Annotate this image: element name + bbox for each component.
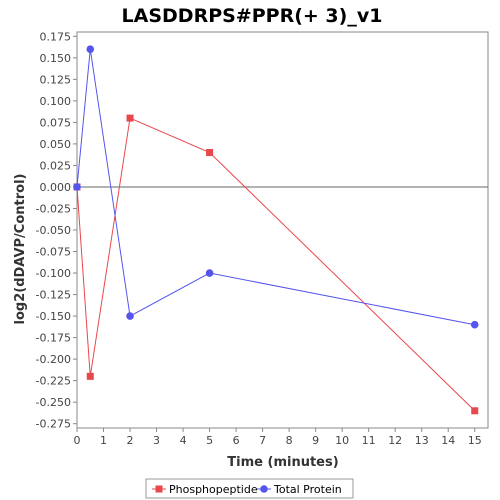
y-axis: 0.175 0.150 0.125 0.100 0.075 0.050 0.025 0.000… [36, 30, 77, 431]
series-layer [73, 45, 479, 415]
chart-title: LASDDRPS#PPR(+ 3)_v1 [122, 5, 383, 27]
y-tick-label: -0.050 [36, 224, 71, 237]
legend-item-total-protein: Total Protein [257, 483, 342, 496]
y-tick-label: -0.175 [36, 332, 71, 345]
x-tick-label: 6 [233, 434, 240, 447]
y-tick-label: -0.100 [36, 267, 71, 280]
x-axis: 0 1 2 3 4 5 6 7 8 9 10 11 12 13 14 15 [74, 428, 482, 447]
legend-box [145, 478, 354, 499]
x-tick-label: 1 [100, 434, 107, 447]
y-tick-label: -0.150 [36, 310, 71, 323]
data-point-phosphopeptide [86, 372, 94, 380]
y-tick-label: 0.025 [40, 159, 72, 172]
plot-area [76, 31, 489, 429]
legend-label-phosphopeptide: Phosphopeptide [169, 483, 258, 496]
x-tick-label: 12 [388, 434, 402, 447]
x-tick-label: 3 [153, 434, 160, 447]
legend-marker-total-protein [260, 485, 268, 493]
y-tick-label: -0.200 [36, 353, 71, 366]
x-tick-label: 11 [362, 434, 376, 447]
legend-marker-phosphopeptide [155, 485, 163, 493]
data-point-total-protein [126, 312, 134, 320]
data-point-total-protein [205, 269, 214, 277]
data-point-total-protein [86, 45, 95, 54]
y-axis-label: log2(dDAVP/Control) [13, 174, 28, 325]
x-tick-label: 0 [74, 434, 81, 447]
data-point-phosphopeptide [206, 149, 214, 157]
y-tick-label: -0.125 [36, 289, 71, 302]
data-point-total-protein [470, 320, 479, 329]
x-tick-label: 9 [312, 434, 319, 447]
y-tick-label: 0.100 [40, 95, 72, 108]
data-point-phosphopeptide [126, 114, 134, 122]
x-tick-label: 10 [335, 434, 349, 447]
y-tick-label: -0.225 [36, 375, 71, 388]
x-tick-label: 2 [127, 434, 134, 447]
x-axis-label: Time (minutes) [227, 455, 338, 470]
y-tick-label: 0.000 [40, 181, 72, 194]
y-tick-label: -0.275 [36, 418, 71, 431]
y-tick-label: -0.250 [36, 396, 71, 409]
y-tick-label: -0.075 [36, 246, 71, 259]
y-tick-label: 0.175 [40, 30, 72, 43]
legend: Phosphopeptide Total Protein [145, 478, 354, 499]
x-tick-label: 7 [259, 434, 266, 447]
x-tick-label: 15 [468, 434, 482, 447]
legend-item-phosphopeptide: Phosphopeptide [152, 483, 258, 496]
x-tick-label: 14 [441, 434, 455, 447]
data-point-total-protein [73, 183, 81, 191]
x-tick-label: 13 [415, 434, 429, 447]
x-tick-label: 4 [180, 434, 187, 447]
y-tick-label: 0.125 [40, 73, 72, 86]
y-tick-label: 0.050 [40, 138, 72, 151]
series-total-protein [73, 45, 479, 329]
x-tick-label: 8 [286, 434, 293, 447]
legend-label-total-protein: Total Protein [273, 483, 342, 496]
data-point-phosphopeptide [471, 407, 479, 415]
y-tick-label: -0.025 [36, 202, 71, 215]
y-tick-label: 0.075 [40, 116, 72, 129]
y-tick-label: 0.150 [40, 52, 72, 65]
x-tick-label: 5 [206, 434, 213, 447]
